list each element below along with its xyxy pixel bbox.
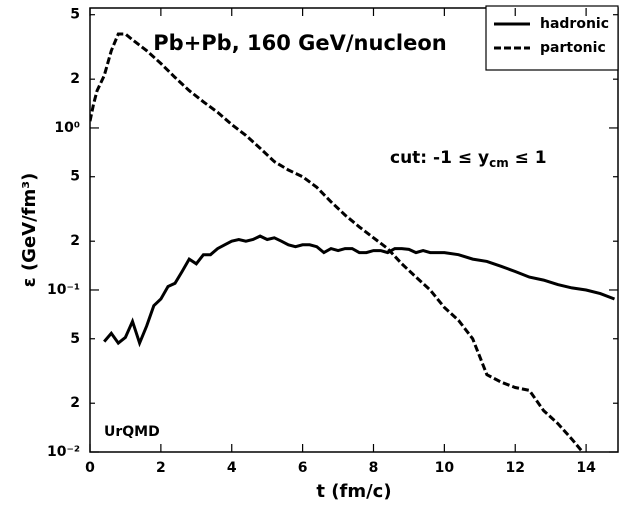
x-tick-label: 6 (298, 460, 308, 476)
x-tick-label: 2 (156, 460, 166, 476)
y-tick-label: 5 (70, 169, 80, 185)
y-axis-label: ε (GeV/fm³) (19, 173, 40, 288)
plot-frame (89, 7, 619, 453)
x-tick-label: 10 (435, 460, 455, 476)
cut-text: cut: -1 ≤ y (390, 148, 489, 168)
x-tick-label: 12 (505, 460, 524, 476)
y-tick-label: 2 (70, 233, 80, 249)
cut-annotation: cut: -1 ≤ ycm ≤ 1 (390, 148, 547, 170)
series-line (90, 32, 584, 452)
model-annotation: UrQMD (104, 424, 160, 440)
legend-box (485, 5, 619, 71)
y-tick-label: 5 (70, 331, 80, 347)
x-axis-label: t (fm/c) (316, 481, 391, 502)
y-tick-label: 10⁻² (47, 444, 80, 460)
y-tick-label: 10⁻¹ (47, 282, 80, 298)
plot-area (90, 32, 616, 452)
cut-text: ≤ 1 (509, 148, 547, 168)
y-tick-label: 5 (70, 7, 80, 23)
legend-label: partonic (540, 40, 606, 56)
x-tick-label: 0 (85, 460, 95, 476)
legend-label: hadronic (540, 16, 609, 32)
x-tick-label: 14 (576, 460, 596, 476)
x-tick-label: 8 (369, 460, 379, 476)
x-tick-label: 4 (227, 460, 237, 476)
series-line (103, 234, 616, 348)
y-tick-label: 10⁰ (54, 120, 80, 136)
chart-title: Pb+Pb, 160 GeV/nucleon (153, 31, 446, 55)
y-tick-label: 2 (70, 71, 80, 87)
y-tick-label: 2 (70, 395, 80, 411)
cut-subscript: cm (489, 156, 509, 170)
